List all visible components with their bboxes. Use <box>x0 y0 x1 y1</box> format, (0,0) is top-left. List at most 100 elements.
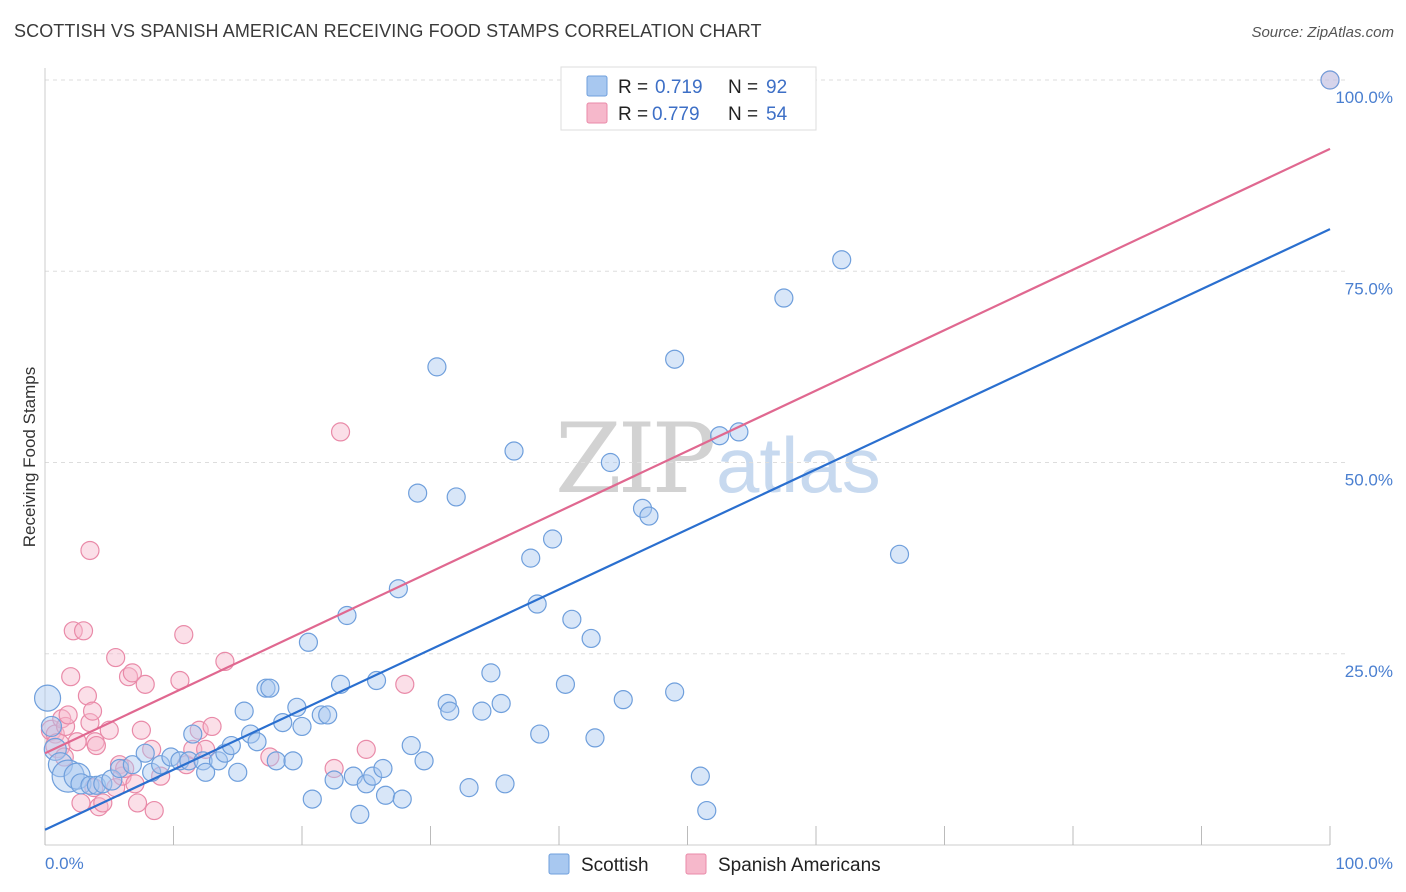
scottish-point <box>562 609 582 629</box>
scottish-point <box>122 755 142 775</box>
scottish-point <box>183 724 203 744</box>
scottish-point <box>459 778 479 798</box>
legend-n-value: 54 <box>766 104 788 125</box>
scottish-points <box>33 70 1340 825</box>
spanish-american-point <box>356 739 376 759</box>
scottish-point <box>392 789 412 809</box>
legend-r-label: R = <box>618 104 648 125</box>
scottish-point <box>491 693 511 714</box>
bottom-legend-swatch-scottish <box>548 853 570 875</box>
legend-r-label: R = <box>618 77 648 98</box>
stats-legend: R = 0.719 N = 92 R = 0.779 N = 54 <box>560 66 817 131</box>
scottish-point <box>373 758 393 779</box>
spanish-american-point <box>202 716 222 737</box>
scottish-point <box>51 759 85 793</box>
scottish-point <box>260 678 280 698</box>
scottish-point <box>774 288 794 308</box>
scottish-point <box>324 770 344 790</box>
bottom-legend: Scottish Spanish Americans <box>548 853 881 876</box>
scottish-point <box>101 769 123 791</box>
spanish-american-point <box>324 758 344 779</box>
spanish-american-point <box>73 621 94 641</box>
scottish-point <box>311 705 331 725</box>
scottish-point <box>665 682 685 702</box>
bottom-legend-swatch-spanish <box>685 853 707 875</box>
scottish-point <box>298 632 319 652</box>
scottish-point <box>196 762 216 782</box>
scottish-point <box>33 684 62 712</box>
spanish-american-point <box>330 422 351 442</box>
scottish-point <box>302 789 322 809</box>
spanish-american-point <box>395 674 415 694</box>
y-tick-label: 50.0% <box>1345 471 1393 490</box>
y-tick-label: 100.0% <box>1335 88 1393 107</box>
scottish-point <box>446 487 466 507</box>
scottish-point <box>247 732 267 752</box>
x-tick-label-right: 100.0% <box>1335 854 1393 873</box>
scottish-point <box>287 697 307 717</box>
scottish-point <box>581 628 601 649</box>
scottish-point <box>86 775 107 795</box>
y-tick-label: 25.0% <box>1345 662 1393 681</box>
scottish-point <box>585 728 605 748</box>
scottish-point <box>266 751 286 771</box>
scottish-point <box>729 422 749 442</box>
spanish-american-point <box>55 716 76 737</box>
scottish-point <box>889 544 910 564</box>
scottish-point <box>632 498 653 518</box>
scottish-point <box>521 548 541 568</box>
scottish-point <box>47 752 74 778</box>
source-label: Source: ZipAtlas.com <box>1251 24 1394 41</box>
x-tick-label-left: 0.0% <box>45 854 84 873</box>
scottish-point <box>414 751 434 771</box>
scottish-point <box>356 774 376 794</box>
scottish-point <box>427 357 447 377</box>
spanish-american-point <box>118 667 139 687</box>
scottish-point <box>495 774 515 794</box>
scottish-point <box>292 716 312 737</box>
scottish-point <box>109 758 130 779</box>
scottish-point <box>208 751 229 771</box>
scottish-point <box>234 701 254 721</box>
y-tick-label: 75.0% <box>1345 279 1393 298</box>
scottish-point <box>437 693 457 714</box>
scottish-point <box>1320 70 1340 90</box>
scottish-point <box>350 804 370 825</box>
scottish-point <box>283 751 303 771</box>
scottish-point <box>472 701 492 721</box>
chart-title: SCOTTISH VS SPANISH AMERICAN RECEIVING F… <box>14 21 762 41</box>
grid-lines <box>45 79 1345 655</box>
scottish-point <box>600 452 621 473</box>
scottish-point <box>388 579 408 599</box>
spanish-american-point <box>80 540 100 561</box>
scottish-point <box>151 755 171 775</box>
scottish-point <box>440 701 460 721</box>
spanish-american-point <box>144 800 164 821</box>
legend-swatch-pink <box>586 102 608 124</box>
scottish-point <box>613 690 633 710</box>
spanish-american-point <box>122 663 142 683</box>
legend-r-value: 0.779 <box>652 104 700 125</box>
watermark-zip: ZIP <box>555 403 714 515</box>
spanish-american-trend-line <box>44 147 1331 755</box>
legend-r-value: 0.719 <box>655 77 703 98</box>
scottish-point <box>375 785 396 805</box>
scottish-trend-line <box>44 228 1331 831</box>
scottish-point <box>530 724 550 744</box>
scottish-point <box>228 762 248 782</box>
legend-n-label: N = <box>728 77 758 98</box>
scottish-point <box>481 663 501 683</box>
y-axis-label: Receiving Food Stamps <box>20 367 39 547</box>
spanish-american-point <box>86 735 107 756</box>
scottish-point <box>40 715 63 738</box>
scottish-point <box>697 800 717 821</box>
spanish-american-point <box>127 793 148 813</box>
legend-n-value: 92 <box>766 77 787 98</box>
spanish-american-point <box>131 720 151 740</box>
bottom-legend-spanish: Spanish Americans <box>718 855 881 876</box>
spanish-american-point <box>174 625 194 645</box>
watermark-atlas: atlas <box>716 421 881 509</box>
legend-n-label: N = <box>728 104 758 125</box>
trend-lines <box>44 147 1331 831</box>
